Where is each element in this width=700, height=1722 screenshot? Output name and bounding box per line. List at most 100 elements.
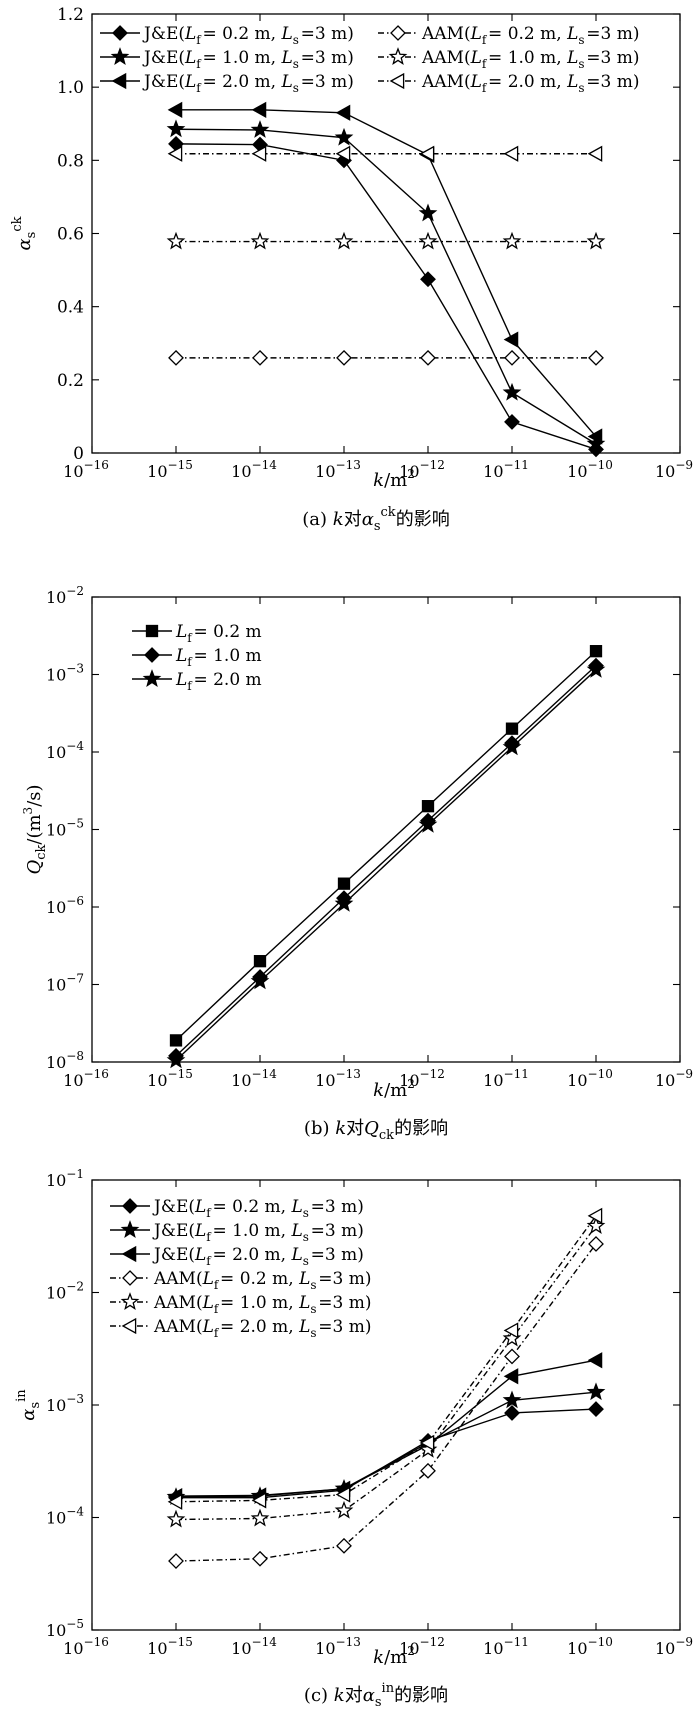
chart-a: 10−16 10−15 10−14 10−13 10−12 10−11 10−10 10−9 0… — [10, 5, 693, 534]
data-point — [418, 814, 438, 833]
x-tick-label: 10−9 — [655, 1067, 693, 1090]
legend-label: J&E(Lf = 1.0 m, Ls =3 m) — [142, 48, 354, 71]
data-point — [334, 231, 354, 250]
y-tick-label: 10−5 — [46, 817, 84, 840]
legend-label: Lf = 1.0 m — [175, 646, 262, 669]
data-point — [335, 1486, 351, 1503]
data-point — [503, 1368, 519, 1385]
x-tick-label: 10−12 — [399, 1635, 445, 1658]
legend: J&E(Lf = 0.2 m, Ls =3 m)J&E(Lf = 1.0 m, … — [100, 24, 639, 95]
legend-label: Lf = 0.2 m — [175, 622, 262, 645]
legend: J&E(Lf = 0.2 m, Ls =3 m)J&E(Lf = 1.0 m, … — [110, 1197, 371, 1340]
legend-label: J&E(Lf = 1.0 m, Ls =3 m) — [152, 1221, 364, 1244]
x-tick-label: 10−14 — [231, 1635, 277, 1658]
data-point — [421, 800, 435, 813]
chart-b: 10−16 10−15 10−14 10−13 10−12 10−11 10−10 10−9 1… — [21, 584, 693, 1143]
y-tick-label: 0.8 — [57, 151, 84, 171]
x-tick-label: 10−14 — [231, 458, 277, 481]
data-point — [587, 1207, 603, 1224]
legend-marker — [110, 47, 130, 65]
x-tick-label: 10−16 — [63, 458, 109, 481]
x-tick-label: 10−10 — [567, 458, 613, 481]
data-point — [251, 101, 267, 118]
x-tick-label: 10−10 — [567, 1635, 613, 1658]
data-point — [503, 1322, 519, 1339]
x-tick-label: 10−13 — [315, 458, 361, 481]
series-4 — [168, 349, 604, 366]
y-tick-label: 10−2 — [46, 1280, 84, 1303]
legend-marker — [142, 669, 162, 687]
data-point — [420, 271, 436, 288]
series-line — [176, 109, 597, 437]
y-axis-label: αsck — [10, 216, 39, 250]
series-line — [175, 669, 597, 1061]
y-tick-label: 10−7 — [46, 972, 84, 995]
x-tick-label: 10−13 — [315, 1067, 361, 1090]
series-line — [175, 1359, 597, 1497]
legend-marker — [121, 1317, 137, 1335]
x-tick-label: 10−16 — [63, 1635, 109, 1658]
series-line — [175, 1215, 597, 1503]
legend-marker — [120, 1292, 140, 1310]
y-tick-label: 10−4 — [46, 1505, 84, 1528]
y-tick-label: 10−4 — [46, 739, 84, 762]
data-point — [419, 145, 435, 162]
legend-marker — [121, 1245, 137, 1263]
data-point — [252, 349, 268, 366]
y-tick-label: 10−5 — [46, 1617, 84, 1640]
legend-label: AAM(Lf = 0.2 m, Ls =3 m) — [153, 1269, 371, 1292]
x-tick-label: 10−15 — [147, 458, 193, 481]
series-line — [175, 1243, 597, 1562]
data-point — [588, 1236, 604, 1252]
data-point — [334, 1500, 354, 1519]
series-line — [175, 143, 597, 451]
x-tick-label: 10−15 — [147, 1067, 193, 1090]
y-tick-label: 10−8 — [46, 1049, 84, 1072]
series-4 — [168, 1236, 604, 1569]
legend-label: AAM(Lf = 1.0 m, Ls =3 m) — [153, 1293, 371, 1316]
data-point — [166, 1050, 186, 1069]
legend-marker — [122, 1270, 138, 1286]
legend-label: Lf = 2.0 m — [175, 670, 262, 693]
series-3 — [167, 101, 603, 445]
x-tick-label: 10−16 — [63, 1067, 109, 1090]
data-point — [419, 1434, 435, 1452]
y-tick-label: 1.2 — [57, 5, 84, 25]
legend-marker — [120, 1220, 140, 1238]
data-point — [586, 231, 606, 250]
data-point — [504, 1348, 520, 1365]
data-point — [166, 1509, 186, 1528]
data-point — [337, 877, 351, 890]
y-tick-label: 0.2 — [57, 371, 84, 391]
data-point — [251, 1492, 267, 1509]
x-tick-label: 10−13 — [315, 1635, 361, 1658]
y-tick-label: 10−2 — [46, 584, 84, 607]
data-point — [335, 104, 351, 121]
data-point — [166, 119, 186, 138]
x-axis-label: k/m2 — [373, 1077, 415, 1101]
chart-c: 10−16 10−15 10−14 10−13 10−12 10−11 10−10 10−9 1… — [14, 1167, 693, 1710]
data-point — [166, 231, 186, 250]
data-point — [168, 349, 184, 366]
legend-marker — [388, 47, 408, 65]
data-point — [168, 1553, 184, 1569]
series-6 — [167, 145, 603, 162]
y-tick-label: 0.4 — [57, 298, 84, 318]
series-line — [175, 128, 597, 445]
legend-marker — [111, 72, 127, 90]
legend-label: AAM(Lf = 0.2 m, Ls =3 m) — [421, 24, 639, 47]
y-axis-label: Qck/(m3/s) — [21, 784, 49, 874]
x-tick-label: 10−11 — [483, 458, 529, 481]
data-point — [335, 145, 351, 162]
chart-caption: (c) k对αsin的影响 — [304, 1681, 448, 1710]
y-tick-label: 10−6 — [46, 894, 84, 917]
series-1 — [169, 645, 603, 1047]
data-point — [503, 331, 519, 348]
series-line — [175, 650, 597, 1041]
data-point — [167, 1493, 183, 1510]
data-point — [505, 722, 519, 735]
data-point — [167, 145, 183, 162]
data-point — [420, 1462, 436, 1479]
y-tick-label: 10−3 — [46, 662, 84, 685]
